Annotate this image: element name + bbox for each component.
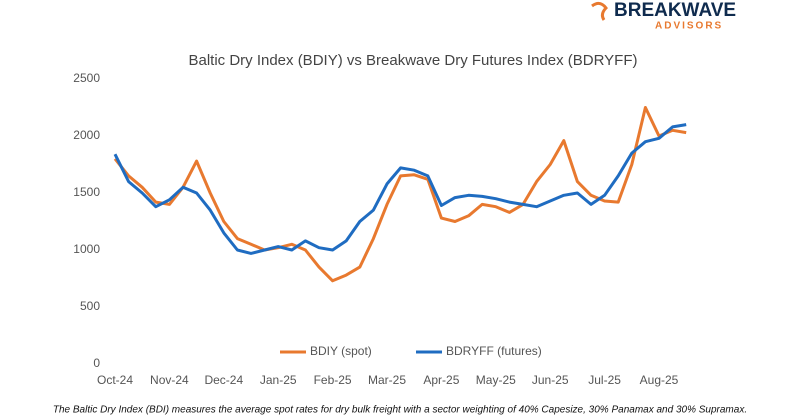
x-tick-label: Jul-25 — [588, 373, 621, 387]
x-tick-label: Nov-24 — [150, 373, 189, 387]
x-tick-label: Jun-25 — [532, 373, 569, 387]
x-tick-label: Aug-25 — [640, 373, 679, 387]
footnote: The Baltic Dry Index (BDI) measures the … — [53, 405, 747, 416]
y-tick-label: 500 — [80, 299, 100, 313]
y-tick-label: 1500 — [73, 185, 100, 199]
logo-name: BREAKWAVE — [614, 0, 736, 21]
legend-label: BDRYFF (futures) — [446, 344, 542, 358]
series-line — [113, 106, 687, 283]
x-tick-label: Apr-25 — [423, 373, 459, 387]
x-tick-label: Mar-25 — [368, 373, 406, 387]
x-tick-label: May-25 — [476, 373, 516, 387]
y-tick-label: 1000 — [73, 242, 100, 256]
x-tick-label: Feb-25 — [314, 373, 352, 387]
y-tick-label: 2000 — [73, 128, 100, 142]
y-tick-label: 0 — [93, 356, 100, 370]
logo-icon — [591, 1, 608, 21]
legend-label: BDIY (spot) — [310, 344, 372, 358]
x-tick-label: Jan-25 — [260, 373, 297, 387]
x-tick-label: Oct-24 — [97, 373, 133, 387]
logo-sub: ADVISORS — [655, 21, 723, 32]
chart-title: Baltic Dry Index (BDIY) vs Breakwave Dry… — [188, 52, 637, 69]
series-line — [113, 123, 687, 255]
x-tick-label: Dec-24 — [204, 373, 243, 387]
y-tick-label: 2500 — [73, 71, 100, 85]
